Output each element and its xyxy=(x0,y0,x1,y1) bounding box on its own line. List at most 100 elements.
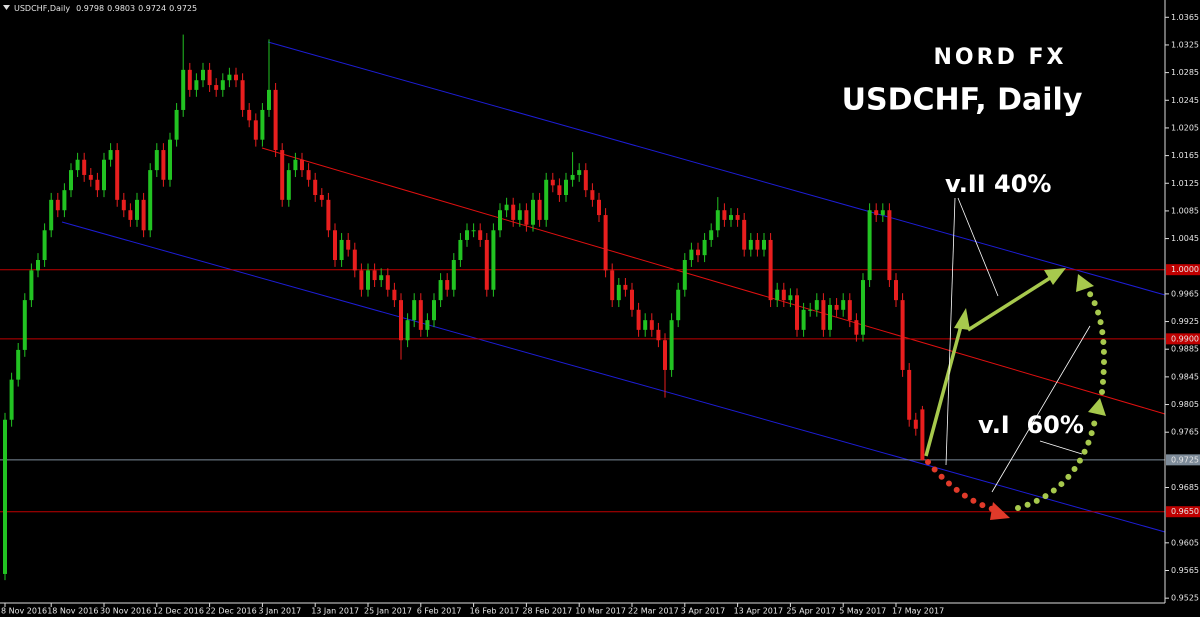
candle-body xyxy=(465,230,469,240)
candle-body xyxy=(649,320,654,330)
candle-body xyxy=(808,309,813,311)
candle-body xyxy=(643,320,648,330)
candle-body xyxy=(432,300,436,321)
candle-body xyxy=(108,150,113,160)
candle-body xyxy=(161,150,166,180)
candle-body xyxy=(531,199,535,225)
candle-body xyxy=(748,239,753,250)
candle-body xyxy=(762,239,766,250)
candle-body xyxy=(458,239,463,261)
candle-body xyxy=(669,320,674,370)
candle-body xyxy=(293,159,298,171)
candle-body xyxy=(709,230,714,240)
symbol: USDCHF,Daily xyxy=(14,4,70,13)
candle-body xyxy=(438,280,443,301)
candle-body xyxy=(181,69,186,110)
candle-body xyxy=(900,300,905,370)
arrow-head xyxy=(1088,398,1106,416)
candle-body xyxy=(187,69,192,90)
candle-body xyxy=(399,300,403,341)
candle-body xyxy=(234,74,238,81)
dotted-arrow xyxy=(1083,285,1107,395)
candle-body xyxy=(102,159,106,191)
dotted-arrow xyxy=(925,459,999,513)
y-tick-label: 0.9765 xyxy=(1171,428,1199,437)
candle-body xyxy=(768,239,773,301)
header: USDCHF,Daily 0.9798 0.9803 0.9724 0.9725 xyxy=(14,4,197,13)
candle-body xyxy=(366,270,370,290)
close: 0.9725 xyxy=(169,4,197,13)
y-tick-label: 0.9525 xyxy=(1171,594,1199,603)
candle-body xyxy=(663,340,667,370)
x-tick-label: 12 Dec 2016 xyxy=(153,607,204,616)
candle-body xyxy=(537,199,542,220)
y-tick-label: 1.0285 xyxy=(1171,68,1199,77)
x-tick-label: 13 Apr 2017 xyxy=(734,607,783,616)
candle-body xyxy=(498,210,502,231)
candle-body xyxy=(29,270,34,301)
candle-body xyxy=(781,289,786,301)
candle-body xyxy=(168,139,172,180)
candle-body xyxy=(636,309,641,330)
arrow-head xyxy=(1044,268,1066,285)
price-label-box xyxy=(1166,264,1200,276)
candle-body xyxy=(36,260,40,271)
pointer-line xyxy=(1039,440,1083,455)
x-tick-label: 22 Mar 2017 xyxy=(628,607,679,616)
candle-body xyxy=(273,89,278,151)
arrow-head xyxy=(1076,274,1094,292)
x-tick-label: 28 Feb 2017 xyxy=(522,607,572,616)
candle-body xyxy=(484,239,489,290)
candle-body xyxy=(913,419,918,429)
candle-body xyxy=(135,199,139,220)
candle-body xyxy=(141,199,146,231)
candle-body xyxy=(597,199,601,216)
price-label-box xyxy=(1166,506,1200,518)
y-tick-label: 1.0245 xyxy=(1171,96,1199,105)
candle-body xyxy=(425,320,430,330)
candle-body xyxy=(828,304,832,330)
y-tick-label: 1.0325 xyxy=(1171,40,1199,49)
candle-body xyxy=(821,300,826,330)
candle-body xyxy=(55,199,60,211)
candle-body xyxy=(715,210,720,231)
candle-body xyxy=(729,215,733,220)
candle-body xyxy=(148,170,153,231)
menu-triangle xyxy=(3,5,10,10)
candle-body xyxy=(623,284,628,290)
y-tick-label: 0.9565 xyxy=(1171,566,1199,575)
candle-body xyxy=(412,300,417,321)
x-tick-label: 8 Nov 2016 xyxy=(1,607,47,616)
candle-body xyxy=(610,270,615,301)
candle-body xyxy=(9,379,14,420)
candle-body xyxy=(867,210,872,281)
y-tick-label: 1.0125 xyxy=(1171,179,1199,188)
candle-body xyxy=(69,170,73,191)
candle-body xyxy=(174,109,179,140)
price-label: 0.9725 xyxy=(1171,455,1199,464)
candle-body xyxy=(49,199,54,231)
candle-body xyxy=(326,199,331,231)
x-tick-label: 13 Jan 2017 xyxy=(311,607,359,616)
candle-body xyxy=(861,280,865,335)
candle-body xyxy=(154,150,159,171)
candle-body xyxy=(564,179,568,196)
candle-body xyxy=(82,159,87,175)
logo: NORD FX xyxy=(934,45,1067,70)
y-tick-label: 0.9885 xyxy=(1171,345,1199,354)
candle-body xyxy=(352,249,357,271)
price-label: 0.9650 xyxy=(1171,507,1199,516)
x-tick-label: 16 Feb 2017 xyxy=(470,607,520,616)
y-tick-label: 0.9925 xyxy=(1171,317,1199,326)
candle-body xyxy=(445,280,450,290)
candle-body xyxy=(247,109,252,121)
open: 0.9798 xyxy=(76,4,104,13)
candle-body xyxy=(392,289,397,301)
candle-body xyxy=(359,270,364,290)
x-tick-label: 6 Feb 2017 xyxy=(417,607,462,616)
x-tick-label: 10 Mar 2017 xyxy=(575,607,626,616)
candle-body xyxy=(603,215,608,271)
candle-body xyxy=(795,295,799,330)
candle-body xyxy=(478,230,483,240)
